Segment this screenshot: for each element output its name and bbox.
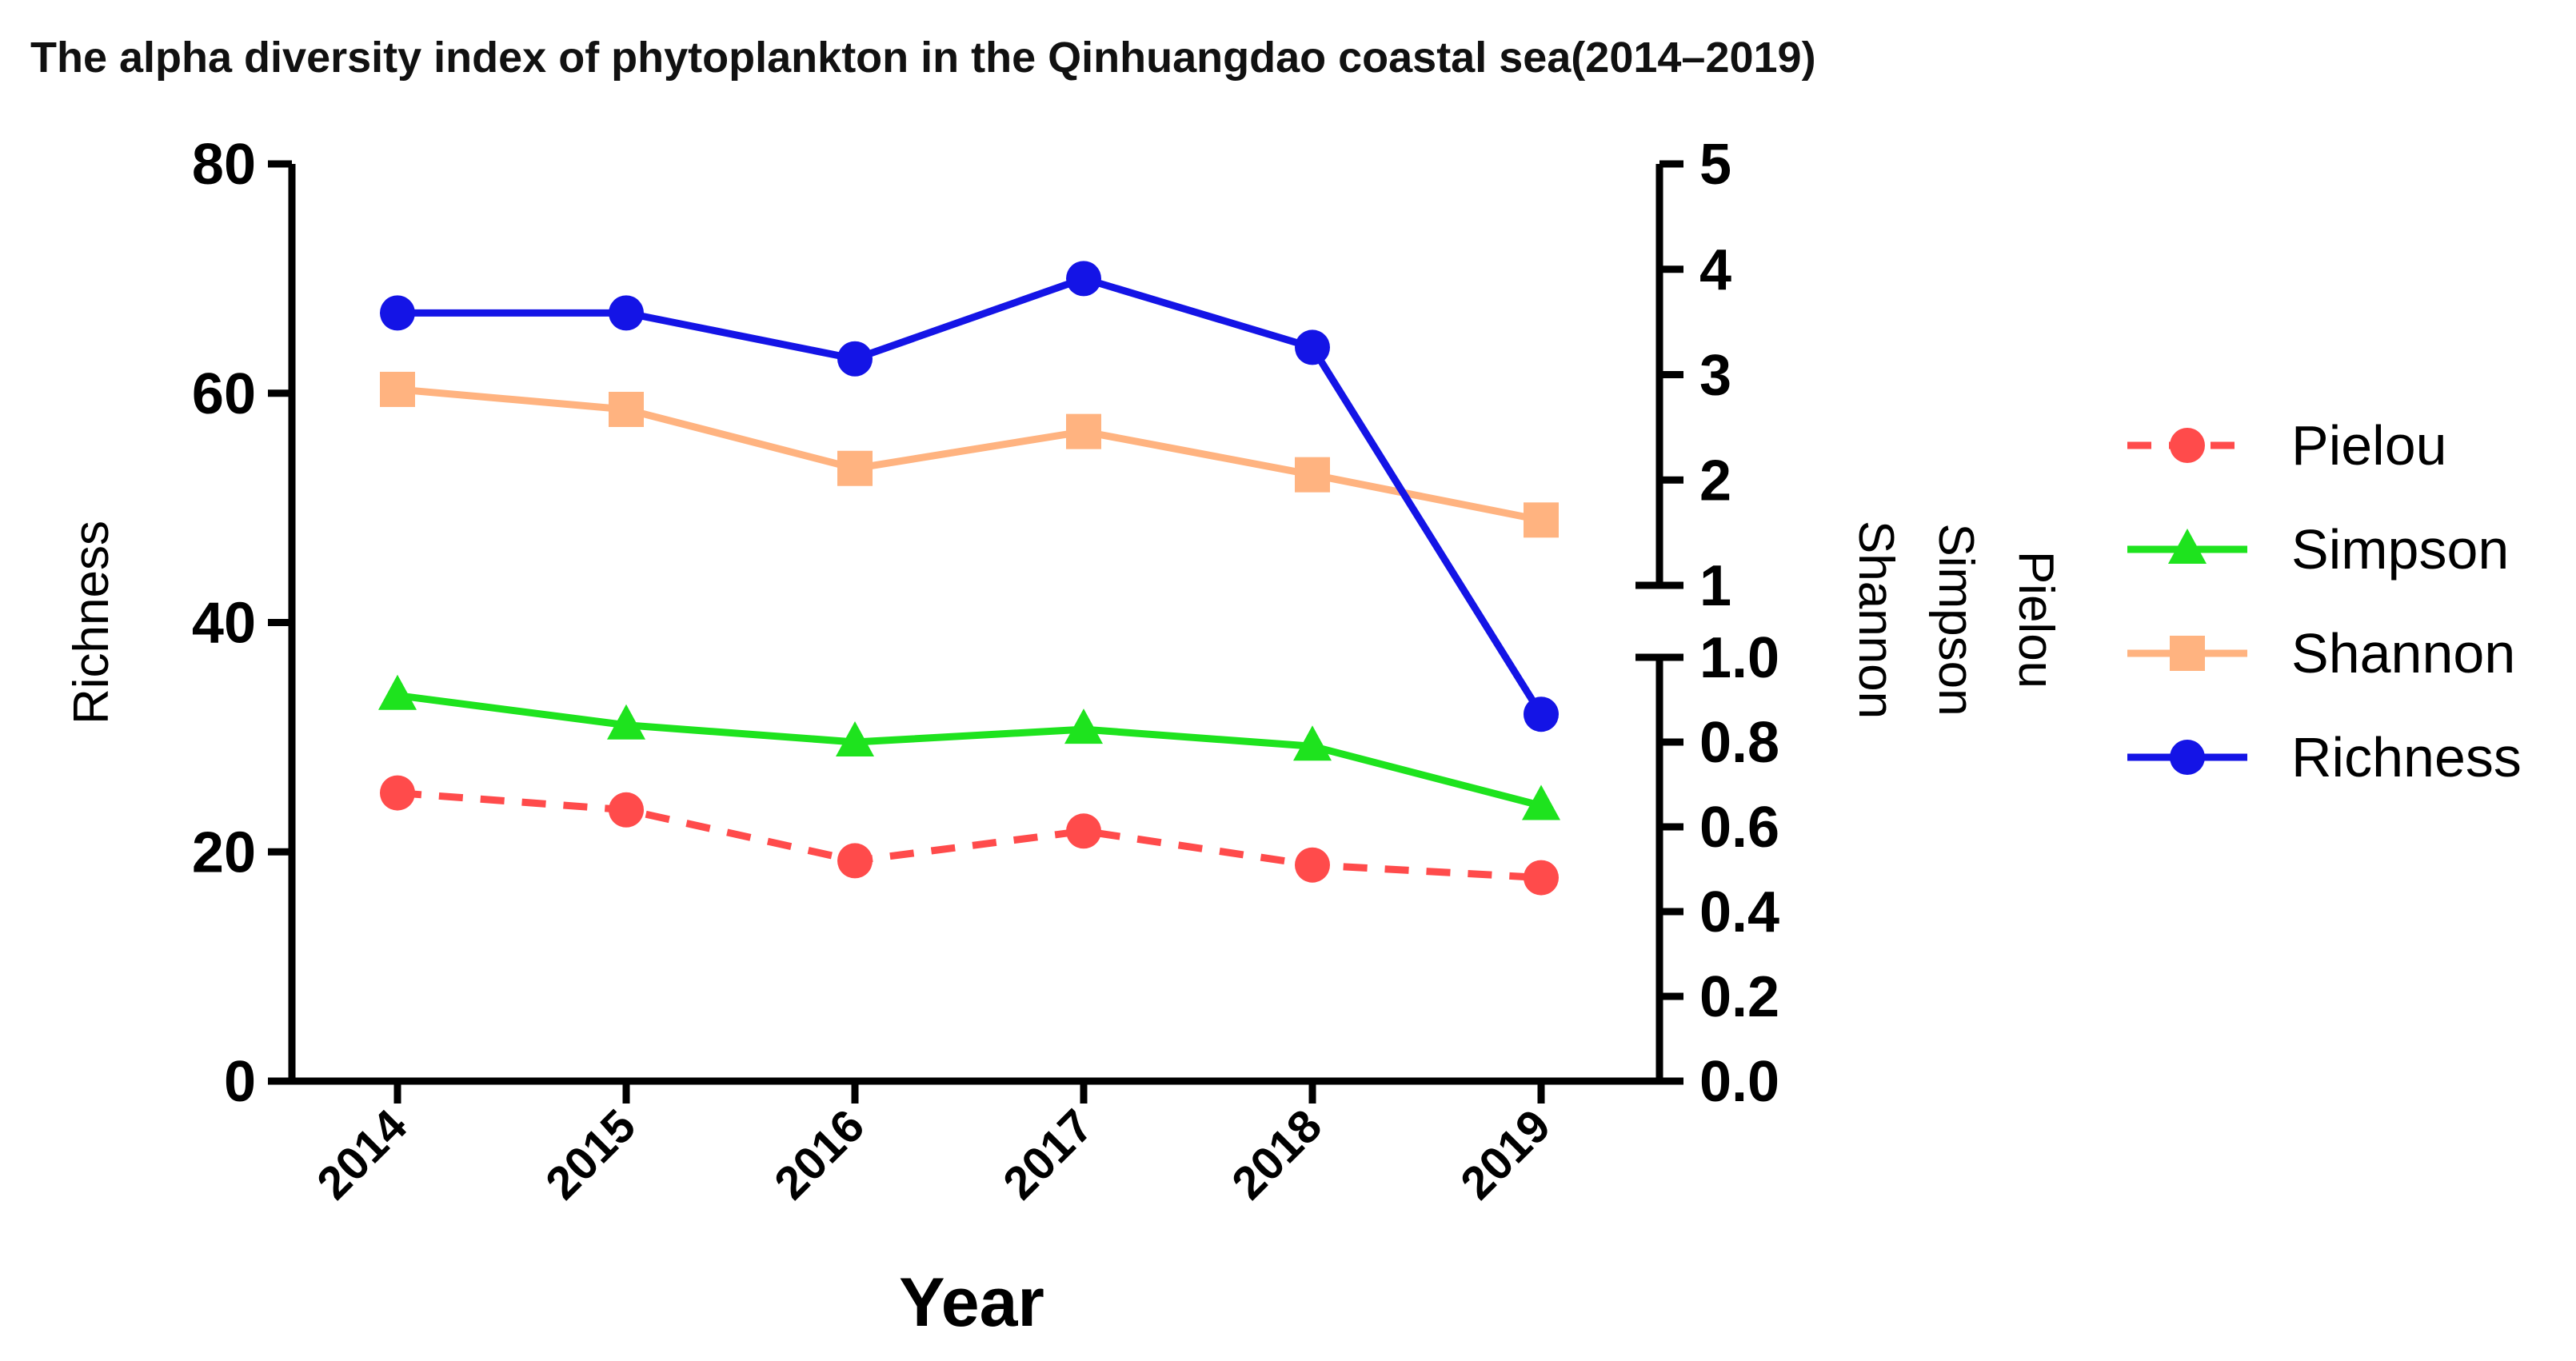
right-lower-tick-label: 0.4 (1699, 880, 1779, 944)
left-tick-label: 60 (192, 362, 256, 426)
right-lower-tick-label: 0.2 (1699, 965, 1779, 1029)
pielou-point (609, 792, 644, 828)
legend-label: Simpson (2291, 518, 2509, 581)
legend-label: Richness (2291, 726, 2522, 788)
shannon-point (837, 450, 873, 486)
left-axis-title: Richness (64, 521, 119, 724)
left-tick-label: 0 (224, 1050, 256, 1114)
legend-marker (2170, 428, 2205, 463)
series-pielou (380, 775, 1559, 896)
x-tick-label: 2016 (765, 1100, 874, 1209)
simpson-point (836, 721, 874, 756)
x-tick-label: 2014 (307, 1100, 417, 1209)
x-tick-label: 2017 (993, 1100, 1103, 1209)
shannon-point (380, 371, 415, 407)
pielou-point (1295, 847, 1330, 883)
richness-point (837, 341, 873, 377)
legend-item-richness: Richness (2127, 726, 2522, 788)
chart-title: The alpha diversity index of phytoplankt… (30, 34, 1816, 82)
right-axis-title: Shannon (1848, 521, 1903, 719)
pielou-point (380, 775, 415, 811)
legend-item-pielou: Pielou (2127, 414, 2447, 477)
legend-label: Pielou (2291, 414, 2447, 477)
axes: 0 20 40 60 80 2014 2015 2016 2017 2018 2019 Year Ric… (64, 133, 2063, 1341)
right-lower-tick-label: 0.8 (1699, 711, 1779, 775)
legend-marker (2170, 636, 2205, 671)
right-lower-tick-label: 1.0 (1699, 626, 1779, 690)
right-lower-tick-label: 0.0 (1699, 1050, 1779, 1114)
shannon-point (1066, 413, 1101, 449)
legend-marker (2170, 740, 2205, 775)
right-axis-title: Simpson (1928, 523, 1983, 716)
richness-point (1524, 696, 1559, 732)
left-tick-label: 40 (192, 592, 256, 656)
simpson-point (1064, 708, 1103, 744)
richness-point (380, 295, 415, 331)
x-tick-label: 2018 (1222, 1100, 1332, 1209)
shannon-point (1524, 502, 1559, 538)
series-layer (378, 261, 1560, 896)
right-upper-tick-label: 4 (1699, 238, 1731, 302)
richness-line (397, 274, 1544, 716)
right-upper-tick-label: 5 (1699, 133, 1731, 197)
right-upper-tick-label: 3 (1699, 344, 1731, 408)
legend-item-shannon: Shannon (2127, 622, 2515, 684)
left-tick-label: 80 (192, 133, 256, 197)
simpson-point (607, 704, 645, 740)
legend: Pielou Simpson Shannon Richness (2127, 414, 2522, 788)
shannon-point (609, 391, 644, 427)
x-tick-label: 2015 (536, 1100, 645, 1209)
richness-point (1066, 261, 1101, 297)
left-tick-label: 20 (192, 820, 256, 884)
legend-item-simpson: Simpson (2127, 518, 2509, 581)
shannon-line (397, 385, 1542, 524)
simpson-line (397, 692, 1543, 809)
right-upper-tick-label: 1 (1699, 554, 1731, 618)
pielou-point (1066, 813, 1101, 849)
legend-label: Shannon (2291, 622, 2515, 684)
series-shannon (380, 371, 1559, 538)
right-upper-tick-label: 2 (1699, 449, 1731, 513)
shannon-point (1295, 457, 1330, 493)
simpson-point (1293, 725, 1332, 761)
simpson-point (378, 674, 417, 710)
series-richness (380, 261, 1559, 732)
right-lower-tick-label: 0.6 (1699, 796, 1779, 860)
richness-point (609, 295, 644, 331)
simpson-point (1522, 784, 1560, 820)
pielou-line (397, 789, 1542, 882)
pielou-point (1524, 860, 1559, 896)
richness-point (1295, 329, 1330, 365)
pielou-point (837, 843, 873, 879)
x-axis-title: Year (899, 1264, 1044, 1341)
right-axis-title: Pielou (2008, 551, 2063, 688)
legend-marker (2168, 529, 2207, 564)
series-simpson (378, 674, 1560, 820)
x-tick-label: 2019 (1451, 1100, 1560, 1209)
